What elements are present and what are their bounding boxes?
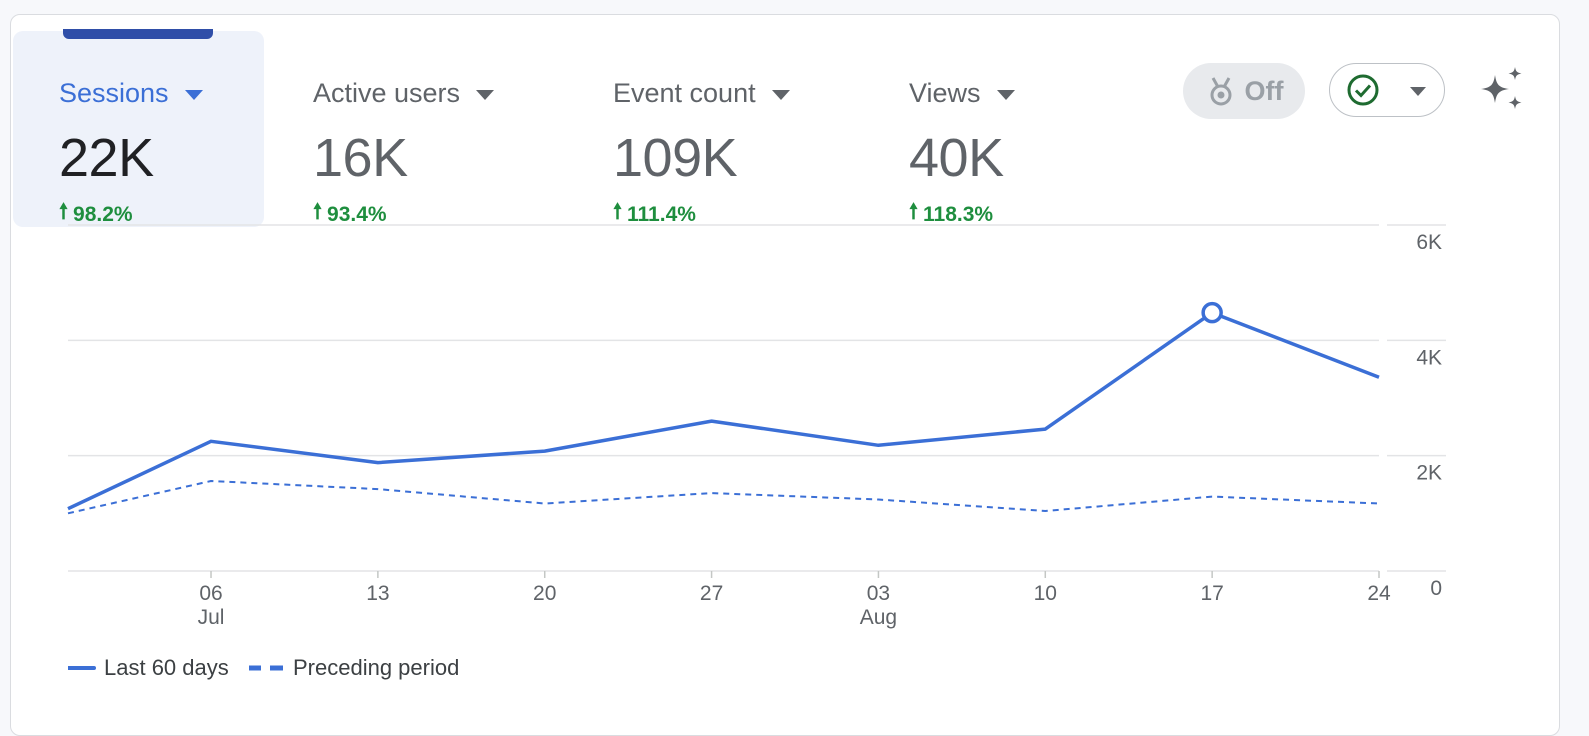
metric-label-text: Event count — [613, 78, 756, 108]
benchmark-toggle[interactable]: Off — [1183, 63, 1305, 119]
solid-line-swatch — [68, 666, 96, 670]
metric-tile-event-count[interactable]: Event count 109K 🠕 111.4% — [567, 31, 857, 227]
x-tick-label: 20 — [533, 582, 556, 605]
x-tick-sublabel: Aug — [860, 606, 897, 629]
metric-change: 🠕 111.4% — [613, 197, 696, 232]
x-tick-label: 03 — [867, 582, 890, 605]
metric-value: 40K — [909, 128, 1004, 188]
arrow-up-icon: 🠕 — [613, 200, 623, 223]
arrow-up-icon: 🠕 — [59, 200, 69, 223]
chevron-down-icon — [1410, 87, 1426, 96]
metric-value: 109K — [613, 128, 738, 188]
metric-change-text: 118.3% — [923, 202, 994, 226]
legend-label: Last 60 days — [104, 655, 229, 680]
metric-value: 16K — [313, 128, 408, 188]
metrics-card: Sessions 22K 🠕 98.2% Active users 16K 🠕 93… — [10, 14, 1560, 736]
caret-down-icon[interactable] — [771, 90, 790, 100]
metric-label-text: Active users — [313, 78, 461, 108]
benchmark-toggle-label: Off — [1244, 75, 1284, 106]
legend-item-previous[interactable]: Preceding period — [249, 655, 459, 681]
check-circle-icon — [1347, 74, 1379, 106]
metric-change: 🠕 93.4% — [313, 197, 387, 232]
metric-change-text: 93.4% — [327, 202, 387, 226]
selected-indicator — [63, 29, 213, 39]
metric-change: 🠕 98.2% — [59, 197, 133, 232]
metric-label[interactable]: Views — [909, 78, 1015, 109]
x-tick-label: 13 — [366, 582, 389, 605]
y-tick-label: 2K — [1416, 462, 1442, 485]
data-quality-dropdown[interactable] — [1329, 63, 1445, 117]
legend-item-current[interactable]: Last 60 days — [68, 655, 229, 681]
highlight-point — [1201, 301, 1223, 324]
metric-label-text: Views — [909, 78, 981, 108]
metric-change: 🠕 118.3% — [909, 197, 993, 232]
caret-down-icon[interactable] — [184, 90, 203, 100]
series-line-current — [67, 310, 1380, 511]
caret-down-icon[interactable] — [996, 90, 1015, 100]
metric-tile-sessions[interactable]: Sessions 22K 🠕 98.2% — [13, 29, 264, 227]
metric-tile-views[interactable]: Views 40K 🠕 118.3% — [863, 31, 1153, 227]
dashed-line-swatch — [249, 665, 283, 671]
metric-label-text: Sessions — [59, 78, 169, 108]
x-tick-label: 27 — [700, 582, 723, 605]
medal-icon — [1210, 77, 1231, 106]
legend-label: Preceding period — [293, 655, 460, 680]
metric-tile-active-users[interactable]: Active users 16K 🠕 93.4% — [267, 31, 557, 227]
arrow-up-icon: 🠕 — [909, 200, 919, 223]
y-tick-label: 6K — [1416, 231, 1442, 254]
metric-label[interactable]: Sessions — [59, 78, 203, 109]
metric-label[interactable]: Event count — [613, 78, 790, 109]
metric-change-text: 111.4% — [627, 202, 696, 226]
series-line-preceding — [67, 480, 1380, 515]
metric-label[interactable]: Active users — [313, 78, 495, 109]
x-tick-sublabel: Jul — [198, 606, 225, 629]
x-tick-label: 17 — [1200, 582, 1223, 605]
metric-value: 22K — [59, 128, 154, 188]
arrow-up-icon: 🠕 — [313, 200, 323, 223]
metric-change-text: 98.2% — [73, 202, 133, 226]
y-tick-label: 4K — [1416, 346, 1442, 369]
y-tick-label: 0 — [1430, 577, 1442, 600]
x-tick-label: 06 — [199, 582, 222, 605]
x-tick-label: 10 — [1034, 582, 1057, 605]
caret-down-icon[interactable] — [476, 90, 495, 100]
x-tick-label: 24 — [1367, 582, 1391, 605]
sparkle-icon[interactable] — [1477, 65, 1527, 115]
